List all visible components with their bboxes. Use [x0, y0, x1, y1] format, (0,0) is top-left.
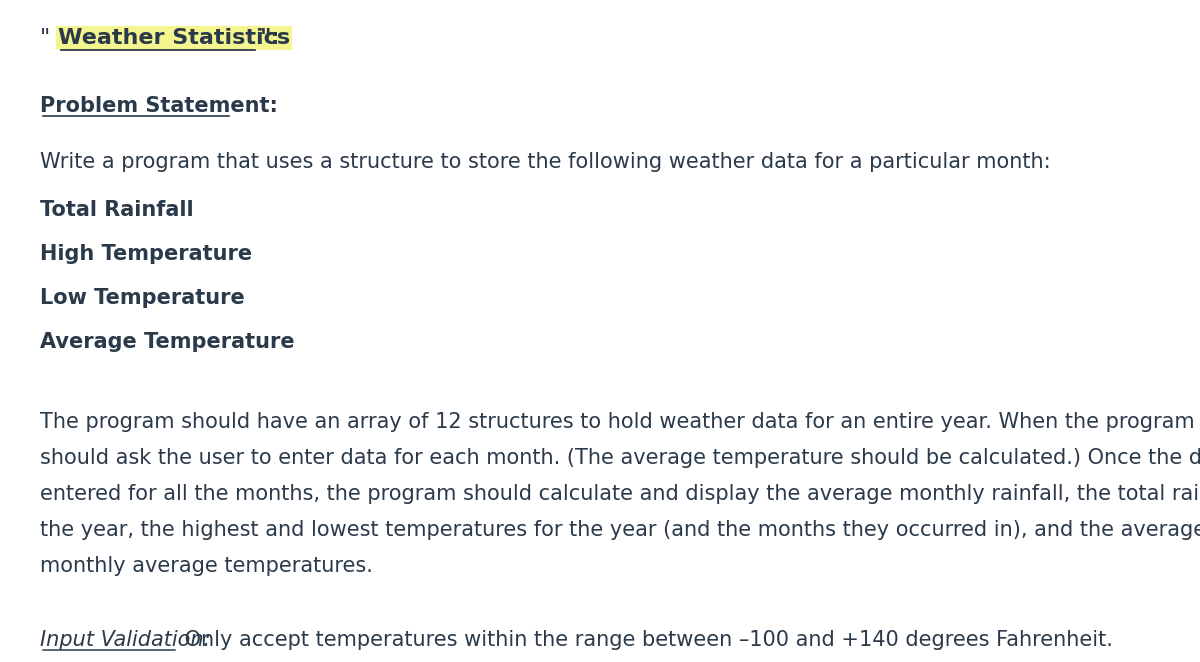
Text: ": " [40, 28, 58, 48]
Text: Total Rainfall: Total Rainfall [40, 200, 193, 220]
Text: the year, the highest and lowest temperatures for the year (and the months they : the year, the highest and lowest tempera… [40, 520, 1200, 540]
Text: Write a program that uses a structure to store the following weather data for a : Write a program that uses a structure to… [40, 152, 1051, 172]
Text: Weather Statistics: Weather Statistics [58, 28, 290, 48]
Text: monthly average temperatures.: monthly average temperatures. [40, 556, 373, 576]
Text: Low Temperature: Low Temperature [40, 288, 245, 308]
Text: Input Validation:: Input Validation: [40, 630, 211, 650]
Text: High Temperature: High Temperature [40, 244, 252, 264]
Text: Average Temperature: Average Temperature [40, 332, 295, 352]
Text: Problem Statement:: Problem Statement: [40, 96, 278, 116]
Text: should ask the user to enter data for each month. (The average temperature shoul: should ask the user to enter data for ea… [40, 448, 1200, 468]
Text: Only accept temperatures within the range between –100 and +140 degrees Fahrenhe: Only accept temperatures within the rang… [178, 630, 1112, 650]
Text: ":: ": [260, 28, 281, 48]
Text: entered for all the months, the program should calculate and display the average: entered for all the months, the program … [40, 484, 1200, 504]
Text: The program should have an array of 12 structures to hold weather data for an en: The program should have an array of 12 s… [40, 412, 1200, 432]
